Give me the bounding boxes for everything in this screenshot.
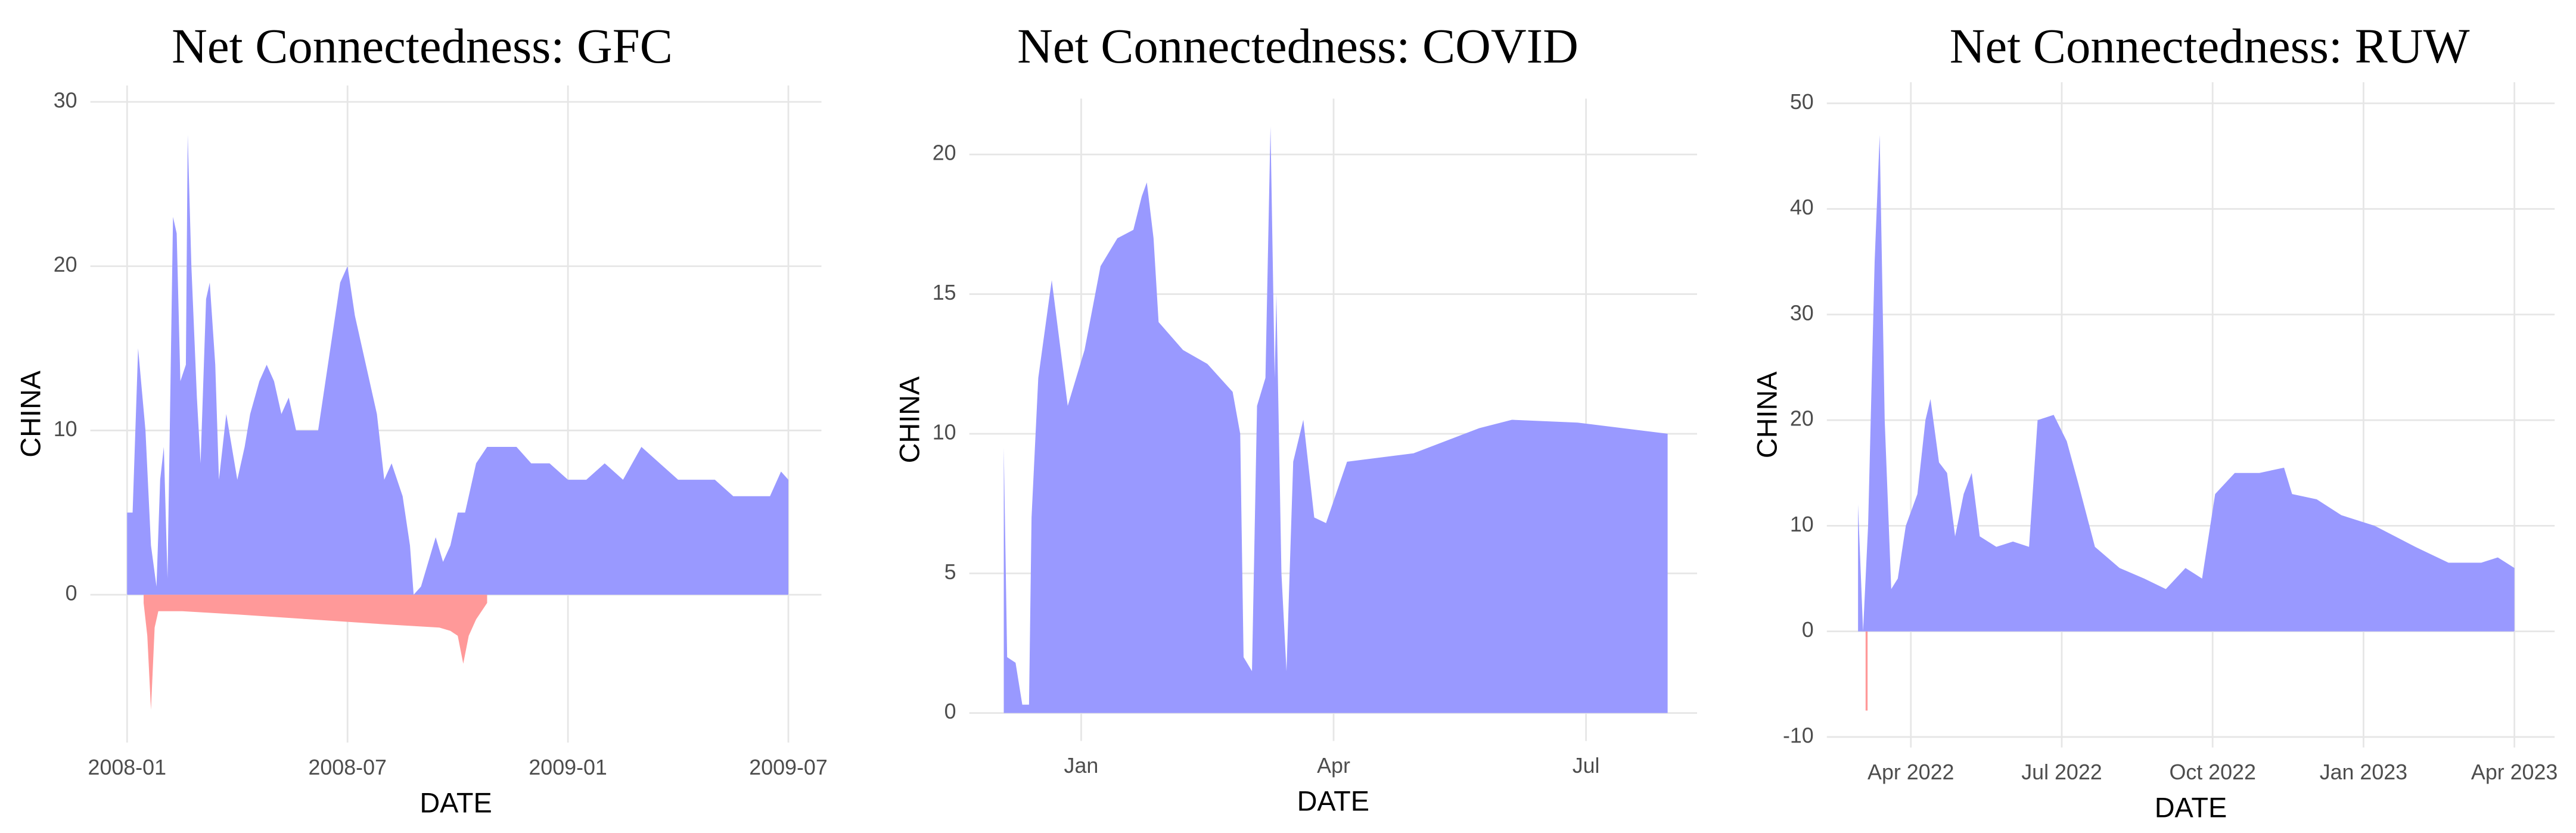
- area: [1865, 631, 1868, 711]
- y-tick-label: 0: [944, 700, 956, 723]
- x-tick-label: 2008-01: [88, 756, 167, 779]
- x-tick-label: 2008-07: [308, 756, 387, 779]
- y-tick-label: 0: [66, 582, 77, 605]
- y-tick-label: 20: [1790, 407, 1814, 431]
- chart-title: Net Connectedness: RUW: [1950, 18, 2470, 73]
- y-tick-label: 30: [1790, 301, 1814, 325]
- x-tick-label: Jul: [1573, 754, 1600, 778]
- area: [1003, 126, 1668, 713]
- y-tick-label: 5: [944, 560, 956, 584]
- y-axis-title: CHINA: [15, 370, 46, 458]
- x-axis-title: DATE: [420, 787, 492, 818]
- y-tick-label: 15: [933, 281, 956, 304]
- y-tick-label: 30: [54, 89, 77, 113]
- x-axis-title: DATE: [1297, 786, 1370, 817]
- chart-title: Net Connectedness: COVID: [1017, 18, 1578, 73]
- x-axis-title: DATE: [2155, 792, 2227, 823]
- area: [1858, 135, 2515, 632]
- y-tick-label: 40: [1790, 195, 1814, 219]
- y-tick-label: 50: [1790, 90, 1814, 114]
- y-tick-label: -10: [1783, 723, 1814, 747]
- x-tick-label: Apr 2022: [1867, 760, 1954, 784]
- x-tick-label: Apr 2023: [2471, 760, 2558, 784]
- x-tick-label: Jan 2023: [2320, 760, 2407, 784]
- x-tick-label: 2009-07: [749, 756, 828, 779]
- y-tick-label: 20: [933, 141, 956, 165]
- y-tick-label: 10: [1790, 512, 1814, 536]
- y-axis-title: CHINA: [1752, 371, 1783, 459]
- area: [127, 135, 789, 595]
- x-tick-label: Oct 2022: [2169, 760, 2255, 784]
- x-tick-label: Jan: [1064, 754, 1099, 778]
- y-axis-title: CHINA: [894, 376, 925, 464]
- x-tick-label: Apr: [1317, 754, 1350, 778]
- x-tick-label: 2009-01: [529, 756, 607, 779]
- y-tick-label: 10: [54, 417, 77, 441]
- x-tick-label: Jul 2022: [2021, 760, 2102, 784]
- chart-title: Net Connectedness: GFC: [172, 18, 673, 73]
- y-tick-label: 10: [933, 420, 956, 444]
- area: [144, 595, 487, 710]
- y-tick-label: 20: [54, 253, 77, 276]
- y-tick-label: 0: [1802, 618, 1814, 642]
